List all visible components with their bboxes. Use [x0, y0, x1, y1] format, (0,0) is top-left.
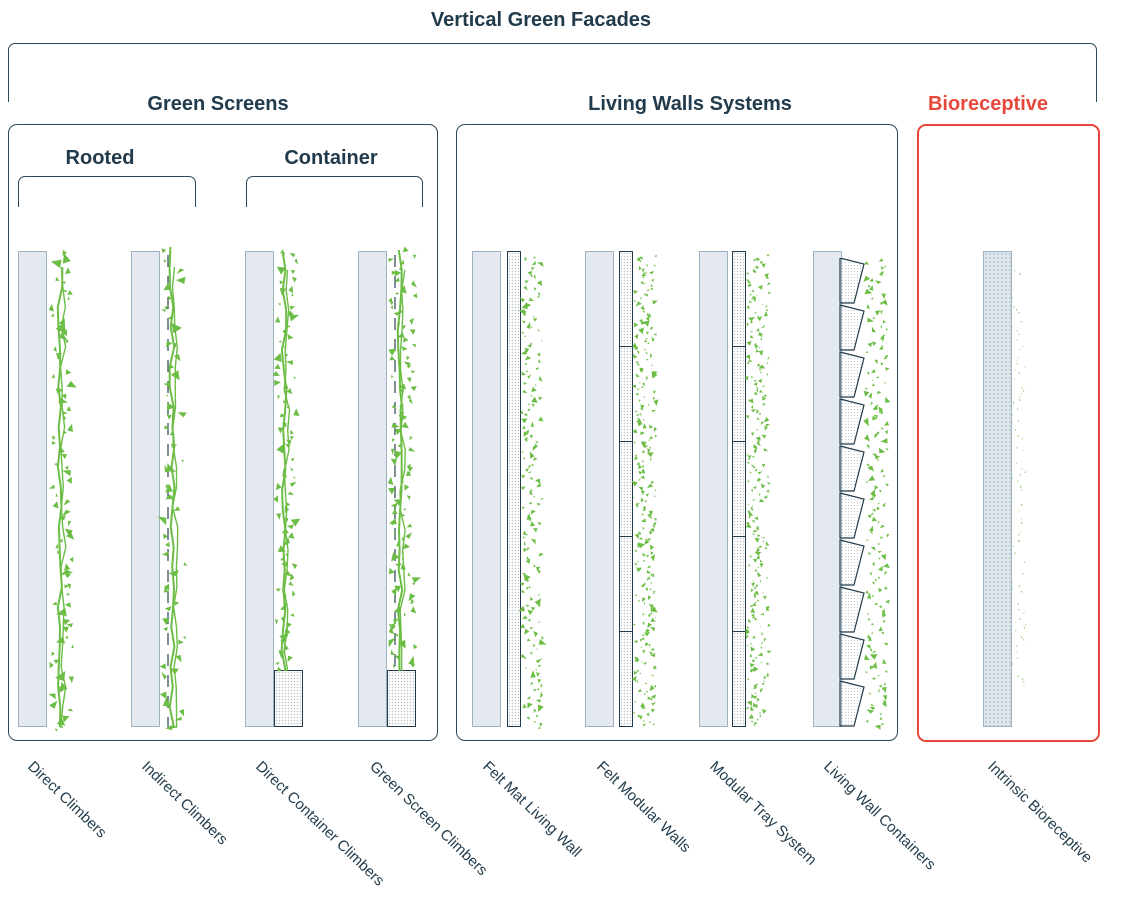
- green-screens-group: [8, 124, 438, 741]
- container-bracket: [246, 176, 423, 207]
- wall-felt-modular: [585, 251, 614, 727]
- living-walls-label: Living Walls Systems: [588, 93, 792, 115]
- tray-module: [732, 536, 746, 632]
- diagram-title: Vertical Green Facades: [430, 9, 652, 31]
- caption-direct-container-climbers: Direct Container Climbers: [252, 758, 388, 890]
- caption-intrinsic-bioreceptive: Intrinsic Bioreceptive: [984, 758, 1096, 867]
- rooted-label: Rooted: [65, 147, 135, 169]
- wall-green-screen: [358, 251, 387, 727]
- wall-direct-container: [245, 251, 274, 727]
- caption-direct-climbers: Direct Climbers: [24, 758, 110, 842]
- container-label: Container: [284, 147, 378, 169]
- caption-living-wall-containers: Living Wall Containers: [820, 758, 939, 874]
- planter-box: [274, 670, 303, 727]
- tray-module: [732, 346, 746, 442]
- felt-module: [619, 536, 633, 632]
- living-walls-group: [456, 124, 898, 741]
- tray-module: [732, 631, 746, 727]
- wall-modular-tray: [699, 251, 728, 727]
- green-screens-label: Green Screens: [147, 93, 289, 115]
- rooted-bracket: [18, 176, 196, 207]
- felt-module: [619, 346, 633, 442]
- tray-module: [732, 441, 746, 537]
- caption-felt-modular-walls: Felt Modular Walls: [593, 758, 694, 857]
- caption-green-screen-climbers: Green Screen Climbers: [366, 758, 491, 880]
- main-bracket: [8, 43, 1097, 102]
- wall-indirect-climbers: [131, 251, 160, 727]
- felt-module: [619, 441, 633, 537]
- felt-mat-panel: [507, 251, 521, 727]
- tray-module: [732, 251, 746, 347]
- wall-felt-mat: [472, 251, 501, 727]
- felt-module: [619, 251, 633, 347]
- felt-module: [619, 631, 633, 727]
- caption-modular-tray-system: Modular Tray System: [706, 758, 820, 869]
- bioreceptive-group: [917, 124, 1100, 742]
- caption-felt-mat-living-wall: Felt Mat Living Wall: [479, 758, 585, 861]
- wall-bioreceptive: [983, 251, 1012, 727]
- planter-box: [387, 670, 416, 727]
- wall-direct-climbers: [18, 251, 47, 727]
- caption-indirect-climbers: Indirect Climbers: [138, 758, 231, 849]
- container-wedges: [839, 258, 865, 727]
- bioreceptive-label: Bioreceptive: [927, 93, 1049, 115]
